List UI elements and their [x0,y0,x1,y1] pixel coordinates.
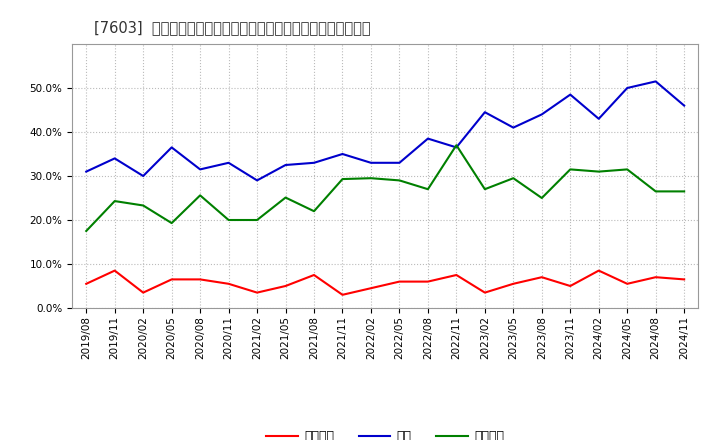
Text: [7603]  売上債権、在庫、買入債務の総資産に対する比率の推移: [7603] 売上債権、在庫、買入債務の総資産に対する比率の推移 [94,20,370,35]
売上債権 [595,268,603,273]
売上債権 [480,290,489,295]
買入債務 [595,169,603,174]
買入債務 [82,228,91,234]
売上債権 [652,275,660,280]
買入債務 [253,217,261,223]
買入債務 [680,189,688,194]
買入債務 [509,176,518,181]
買入債務 [395,178,404,183]
在庫 [480,110,489,115]
在庫 [82,169,91,174]
買入債務 [196,193,204,198]
在庫 [566,92,575,97]
買入債務 [310,209,318,214]
買入債務 [282,195,290,200]
在庫 [366,160,375,165]
売上債権 [167,277,176,282]
Line: 買入債務: 買入債務 [86,145,684,231]
在庫 [110,156,119,161]
在庫 [196,167,204,172]
買入債務 [225,217,233,223]
在庫 [595,116,603,121]
売上債権 [423,279,432,284]
売上債権 [366,286,375,291]
在庫 [509,125,518,130]
買入債務 [566,167,575,172]
売上債権 [338,292,347,297]
在庫 [225,160,233,165]
Line: 在庫: 在庫 [86,81,684,180]
在庫 [395,160,404,165]
売上債権 [110,268,119,273]
買入債務 [623,167,631,172]
買入債務 [110,198,119,204]
売上債権 [82,281,91,286]
買入債務 [366,176,375,181]
売上債権 [253,290,261,295]
在庫 [423,136,432,141]
買入債務 [423,187,432,192]
在庫 [452,145,461,150]
売上債権 [282,283,290,289]
買入債務 [167,220,176,226]
在庫 [310,160,318,165]
買入債務 [537,195,546,201]
売上債権 [452,272,461,278]
売上債権 [225,281,233,286]
在庫 [623,85,631,91]
買入債務 [139,203,148,208]
在庫 [338,151,347,157]
売上債権 [139,290,148,295]
買入債務 [338,176,347,182]
買入債務 [480,187,489,192]
買入債務 [652,189,660,194]
買入債務 [452,143,461,148]
在庫 [652,79,660,84]
在庫 [680,103,688,108]
在庫 [139,173,148,179]
Legend: 売上債権, 在庫, 買入債務: 売上債権, 在庫, 買入債務 [261,425,509,440]
売上債権 [395,279,404,284]
Line: 売上債権: 売上債権 [86,271,684,295]
在庫 [537,112,546,117]
売上債権 [310,272,318,278]
在庫 [253,178,261,183]
売上債権 [537,275,546,280]
在庫 [167,145,176,150]
売上債権 [196,277,204,282]
売上債権 [566,283,575,289]
売上債権 [680,277,688,282]
売上債権 [509,281,518,286]
売上債権 [623,281,631,286]
在庫 [282,162,290,168]
